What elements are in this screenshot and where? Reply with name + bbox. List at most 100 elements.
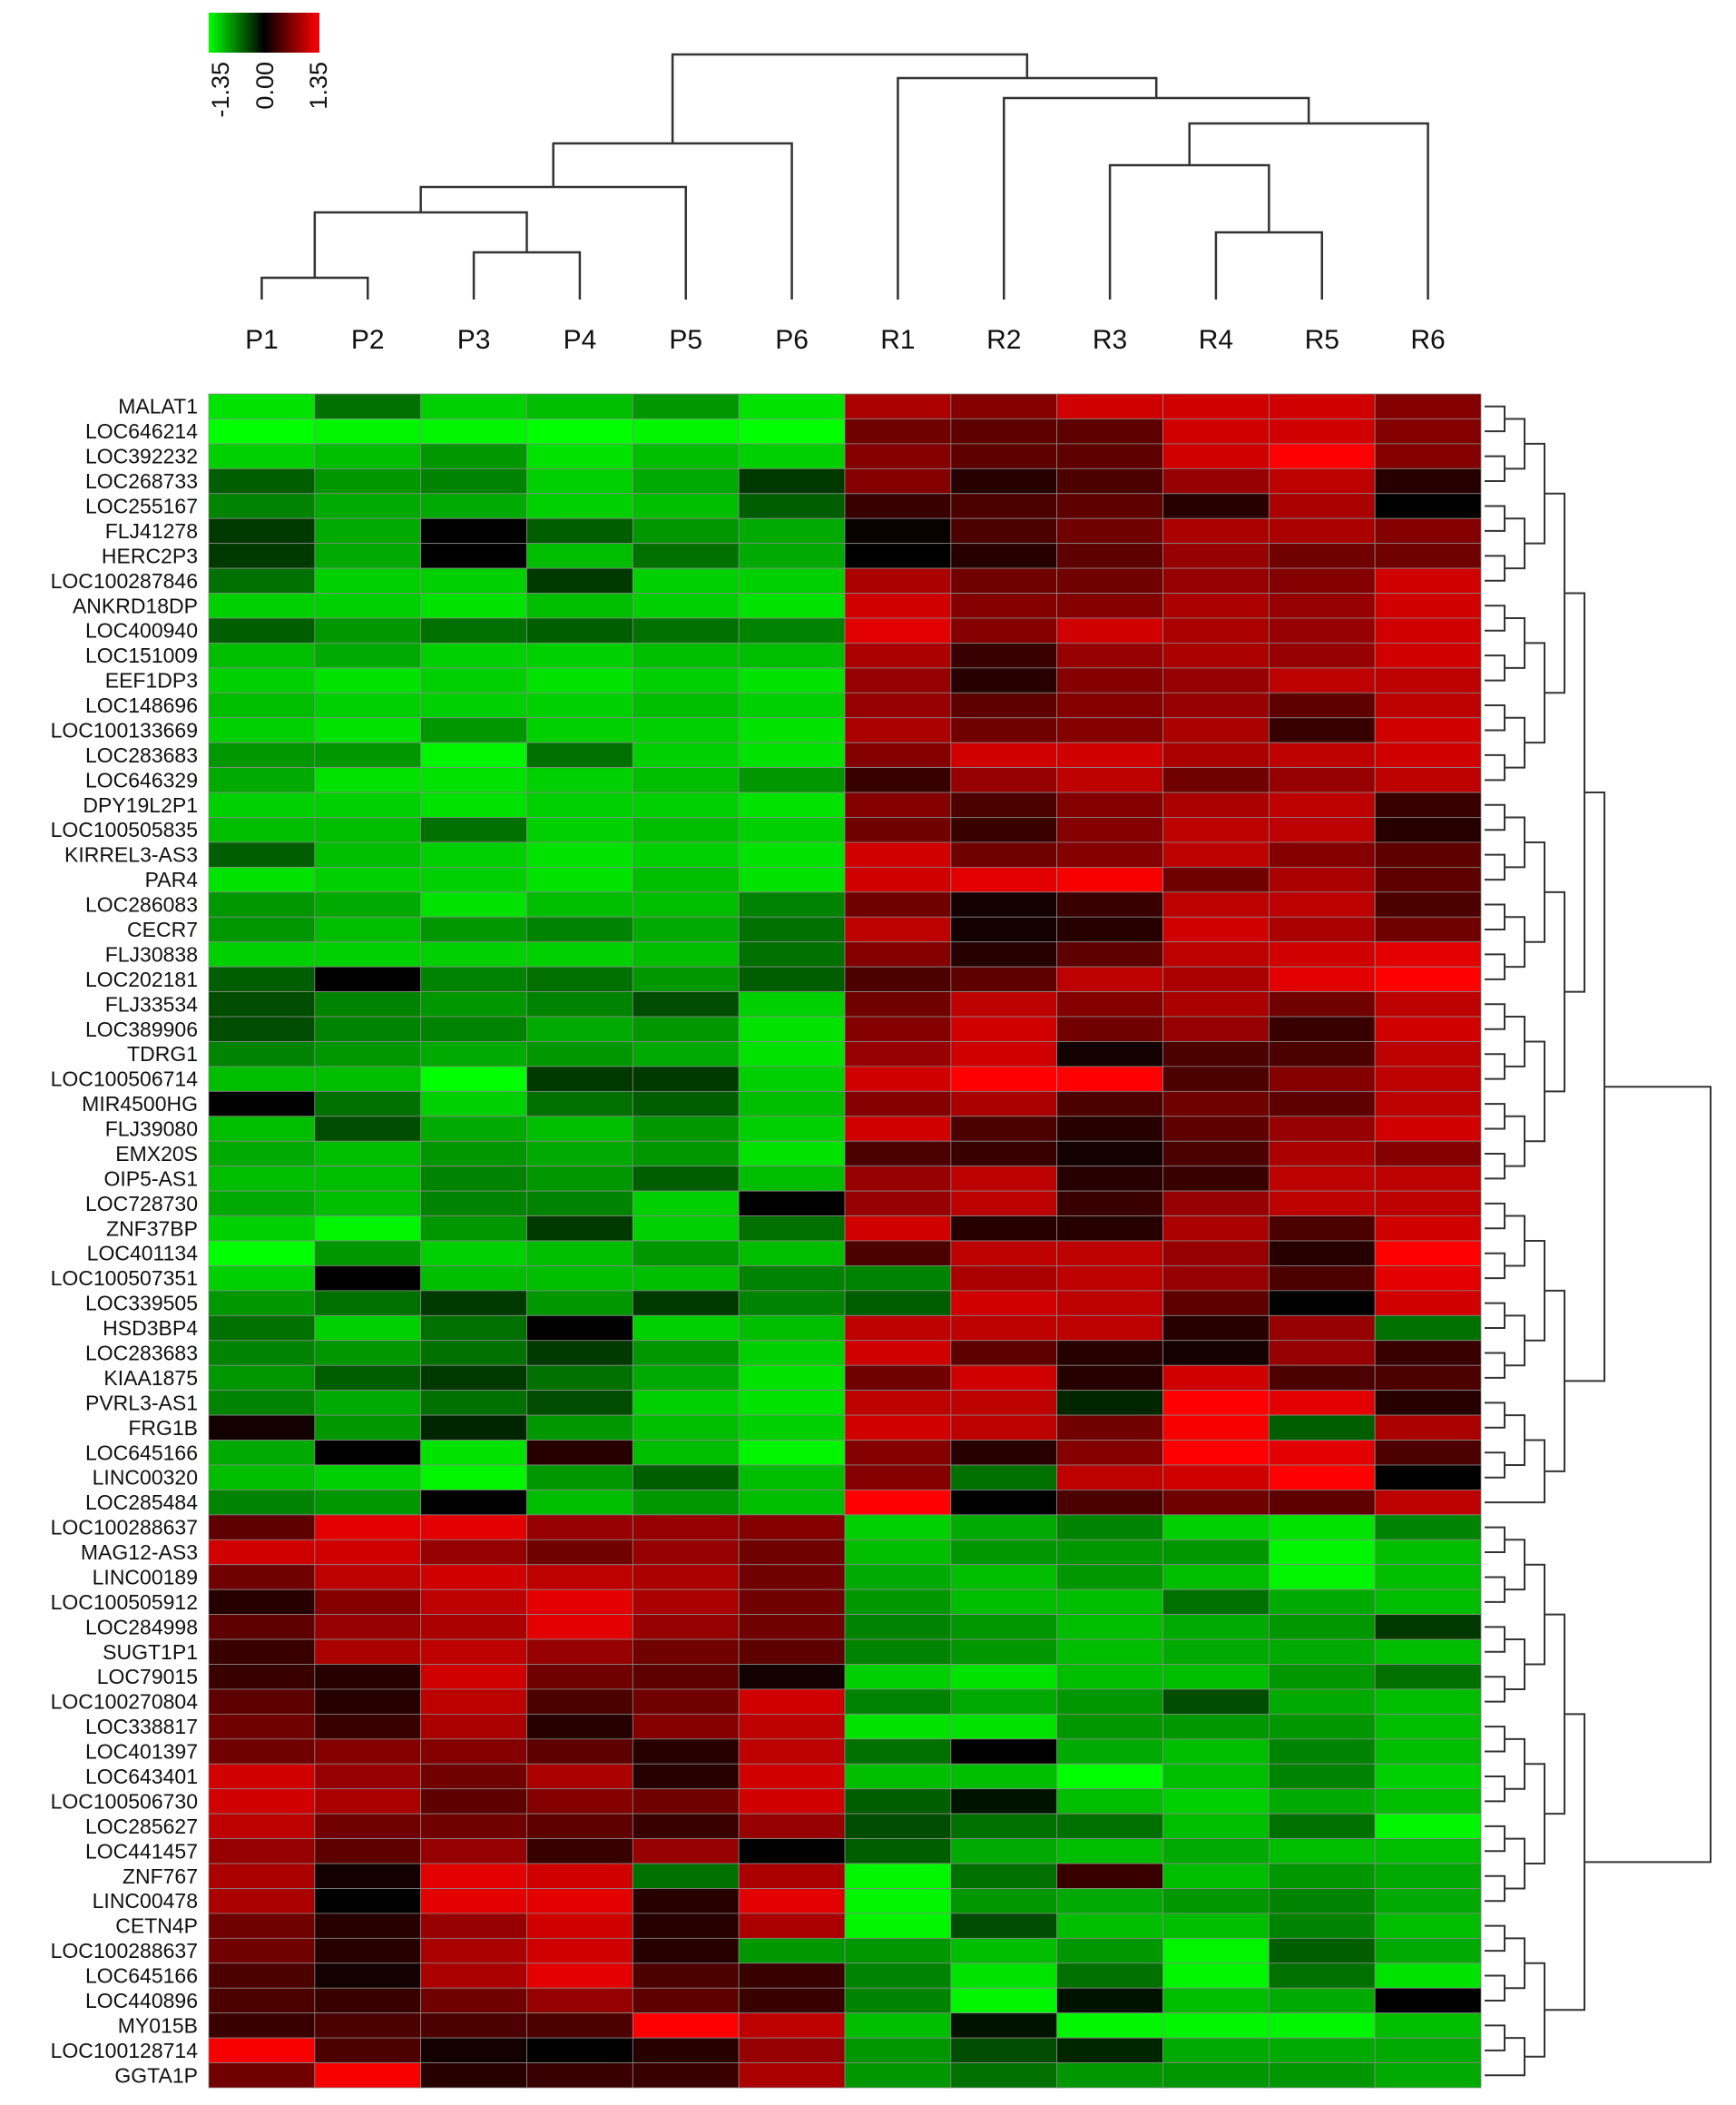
heatmap-cell: [632, 1140, 740, 1167]
heatmap-cell: [208, 2037, 316, 2063]
heatmap-cell: [526, 1140, 633, 1167]
heatmap-cell: [950, 1240, 1058, 1266]
row-label: LOC283683: [85, 743, 198, 767]
heatmap-cell: [420, 393, 527, 419]
heatmap-cell: [1268, 1888, 1376, 1914]
heatmap-cell: [950, 543, 1058, 569]
heatmap-cell: [950, 1514, 1058, 1540]
heatmap-cell: [1374, 1937, 1482, 1964]
heatmap-cell: [420, 2062, 527, 2089]
heatmap-cell: [1268, 617, 1376, 644]
row-label: LOC338817: [85, 1715, 198, 1738]
heatmap-cell: [632, 916, 740, 943]
heatmap-cell: [1268, 1713, 1376, 1740]
heatmap-cell: [950, 1763, 1058, 1790]
heatmap-cell: [1374, 418, 1482, 445]
heatmap-cell: [1162, 617, 1270, 644]
heatmap-cell: [950, 467, 1058, 495]
heatmap-cell: [1056, 1863, 1163, 1889]
heatmap-cell: [632, 692, 740, 719]
heatmap-cell: [526, 1290, 633, 1316]
heatmap-cell: [1268, 1863, 1376, 1889]
heatmap-cell: [632, 1738, 740, 1765]
dendrogram-branch: [419, 185, 687, 300]
heatmap-cell: [420, 1962, 527, 1989]
heatmap-cell: [420, 692, 527, 719]
heatmap-cell: [526, 1888, 633, 1914]
heatmap-cell: [1374, 667, 1482, 693]
heatmap-cell: [738, 1240, 846, 1266]
heatmap-cell: [1162, 1340, 1270, 1366]
heatmap-cell: [1268, 1738, 1376, 1765]
heatmap-cell: [950, 1913, 1058, 1939]
heatmap-cell: [632, 1638, 740, 1665]
heatmap-cell: [314, 643, 422, 669]
heatmap-cell: [632, 717, 740, 743]
heatmap-cell: [950, 1016, 1058, 1042]
heatmap-cell: [950, 1713, 1058, 1740]
row-label: LOC255167: [85, 494, 198, 517]
dendrogram-branch: [1485, 1402, 1506, 1429]
heatmap-cell: [1268, 692, 1376, 719]
heatmap-cell: [526, 1713, 633, 1740]
row-label: ANKRD18DP: [73, 594, 198, 617]
heatmap-cell: [1162, 1414, 1270, 1441]
heatmap-cell: [950, 1564, 1058, 1590]
heatmap-cell: [526, 1390, 633, 1416]
heatmap-cell: [420, 717, 527, 743]
heatmap-cell: [1268, 1564, 1376, 1590]
heatmap-cell: [738, 467, 846, 495]
heatmap-cell: [950, 742, 1058, 769]
heatmap-cell: [1374, 1539, 1482, 1566]
heatmap-cell: [1374, 443, 1482, 469]
heatmap-cell: [632, 1763, 740, 1790]
heatmap-cell: [950, 1838, 1058, 1864]
row-label: LOC148696: [85, 693, 198, 717]
heatmap-cell: [208, 2062, 316, 2089]
heatmap-cell: [208, 1788, 316, 1815]
heatmap-cell: [738, 1066, 846, 1092]
heatmap-cell: [526, 1913, 633, 1939]
heatmap-cell: [1162, 1066, 1270, 1092]
heatmap-cell: [208, 1066, 316, 1092]
heatmap-cell: [208, 1888, 316, 1914]
heatmap-cell: [632, 1614, 740, 1640]
heatmap-cell: [314, 2012, 422, 2039]
heatmap-cell: [950, 1041, 1058, 1067]
row-label: LOC401397: [85, 1740, 198, 1764]
heatmap-cell: [420, 866, 527, 893]
dendrogram-branch: [1188, 122, 1429, 300]
heatmap-cell: [420, 742, 527, 769]
heatmap-cell: [1162, 1987, 1270, 2014]
heatmap-cell: [1056, 1638, 1163, 1665]
heatmap-cell: [420, 817, 527, 843]
heatmap-cell: [208, 1140, 316, 1167]
heatmap-cell: [1056, 593, 1163, 619]
heatmap-cell: [1056, 1066, 1163, 1092]
heatmap-cell: [526, 1166, 633, 1192]
heatmap-cell: [1374, 2037, 1482, 2063]
heatmap-cell: [314, 393, 422, 419]
heatmap-cell: [420, 1166, 527, 1192]
row-label: LOC339505: [85, 1292, 198, 1315]
heatmap-cell: [420, 1589, 527, 1616]
heatmap-cell: [844, 1937, 952, 1964]
column-label: P2: [351, 325, 385, 355]
heatmap-cell: [632, 1664, 740, 1690]
heatmap-cell: [1056, 493, 1163, 519]
heatmap-cell: [1268, 742, 1376, 769]
heatmap-cell: [844, 667, 952, 693]
heatmap-cell: [1268, 1364, 1376, 1392]
heatmap-cell: [1162, 393, 1270, 419]
column-label: R1: [880, 325, 915, 355]
heatmap-cells: [208, 393, 1482, 2089]
heatmap-cell: [632, 393, 740, 419]
heatmap-cell: [1268, 467, 1376, 495]
heatmap-cell: [1374, 643, 1482, 669]
heatmap-cell: [314, 567, 422, 594]
heatmap-cell: [1056, 792, 1163, 818]
row-label: LOC646214: [85, 419, 198, 443]
heatmap-cell: [950, 1738, 1058, 1765]
row-label: EMX20S: [115, 1142, 198, 1166]
heatmap-cell: [1268, 1190, 1376, 1216]
